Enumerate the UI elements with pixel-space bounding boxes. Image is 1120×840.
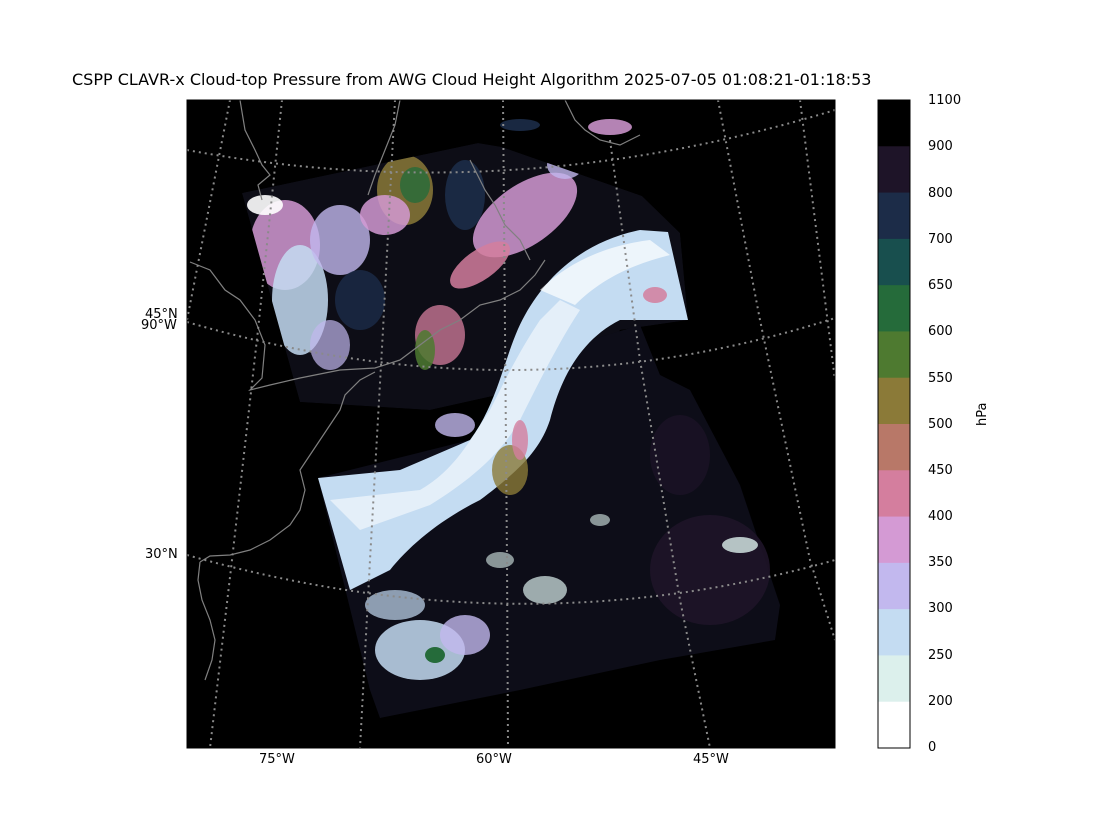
colorbar-segment (878, 377, 910, 425)
lon-label-60w: 60°W (476, 752, 512, 767)
colorbar-segment (878, 655, 910, 703)
colorbar-tick: 600 (928, 324, 953, 339)
colorbar-tick: 550 (928, 371, 953, 386)
colorbar-segment (878, 285, 910, 332)
colorbar-tick: 650 (928, 278, 953, 293)
colorbar-segment (878, 701, 910, 749)
colorbar-tick: 1100 (928, 93, 962, 108)
colorbar-segment (878, 562, 910, 610)
colorbar-tick: 400 (928, 509, 953, 524)
coastlines (189, 100, 641, 681)
colorbar-segment (878, 470, 910, 518)
colorbar-unit-label: hPa (975, 402, 990, 426)
lat-label-30n: 30°N (145, 547, 178, 562)
colorbar-segment (878, 146, 910, 194)
map-frame (186, 99, 836, 749)
colorbar-tick: 0 (928, 740, 937, 755)
lon-label-75w: 75°W (259, 752, 295, 767)
colorbar-segment (878, 331, 910, 379)
colorbar-frame (877, 99, 911, 749)
colorbar-segment (878, 609, 910, 656)
colorbar-tick: 800 (928, 186, 953, 201)
colorbar-segment (878, 100, 910, 147)
colorbar-tick: 200 (928, 694, 953, 709)
colorbar-segment (878, 192, 910, 240)
colorbar-segment (878, 516, 910, 564)
colorbar-tick: 350 (928, 555, 953, 570)
graticule (187, 100, 835, 748)
lon-label-45w: 45°W (693, 752, 729, 767)
plot-title: CSPP CLAVR-x Cloud-top Pressure from AWG… (72, 70, 872, 89)
colorbar-tick: 300 (928, 601, 953, 616)
colorbar-tick: 450 (928, 463, 953, 478)
colorbar (878, 100, 910, 749)
colorbar-tick: 700 (928, 232, 953, 247)
colorbar-segment (878, 424, 910, 471)
colorbar-tick: 900 (928, 139, 953, 154)
lon-label-90w-left: 90°W (141, 318, 177, 333)
lat-label-45n: 45°N (145, 307, 178, 322)
colorbar-tick: 250 (928, 648, 953, 663)
colorbar-tick: 500 (928, 417, 953, 432)
colorbar-segment (878, 238, 910, 286)
